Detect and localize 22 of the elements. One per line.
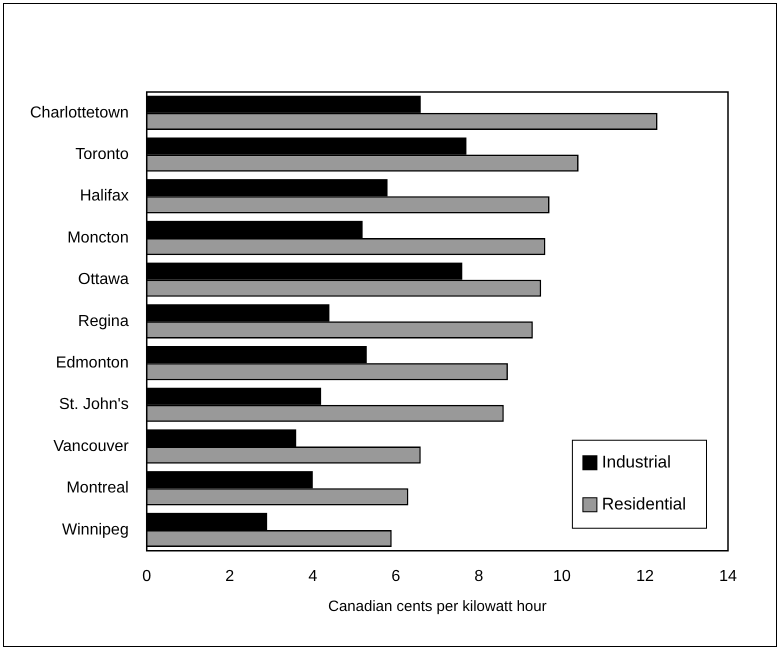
y-tick-label: Ottawa	[78, 271, 129, 288]
y-tick-label: Toronto	[75, 146, 129, 163]
y-tick-label: Edmonton	[56, 354, 129, 372]
legend-label: Residential	[602, 494, 686, 514]
x-tick-label: 4	[308, 568, 318, 585]
legend-label: Industrial	[602, 452, 671, 472]
x-tick-label: 10	[553, 568, 571, 585]
x-axis-title: Canadian cents per kilowatt hour	[328, 598, 547, 616]
y-tick-label: Winnipeg	[62, 521, 129, 538]
x-tick-label: 12	[636, 568, 654, 585]
x-tick-label: 14	[719, 568, 737, 585]
x-tick-label: 6	[391, 568, 400, 585]
y-tick-label: St. John's	[58, 396, 129, 414]
y-tick-label: Regina	[78, 312, 129, 330]
x-tick-label: 8	[474, 568, 484, 585]
y-tick-label: Halifax	[80, 188, 129, 205]
y-tick-label: Montreal	[66, 480, 129, 497]
y-tick-label: Vancouver	[53, 438, 130, 455]
x-tick-label: 2	[225, 568, 234, 585]
y-tick-label: Moncton	[67, 229, 129, 246]
y-tick-label: Charlottetown	[30, 104, 129, 122]
x-tick-label: 0	[142, 568, 152, 585]
